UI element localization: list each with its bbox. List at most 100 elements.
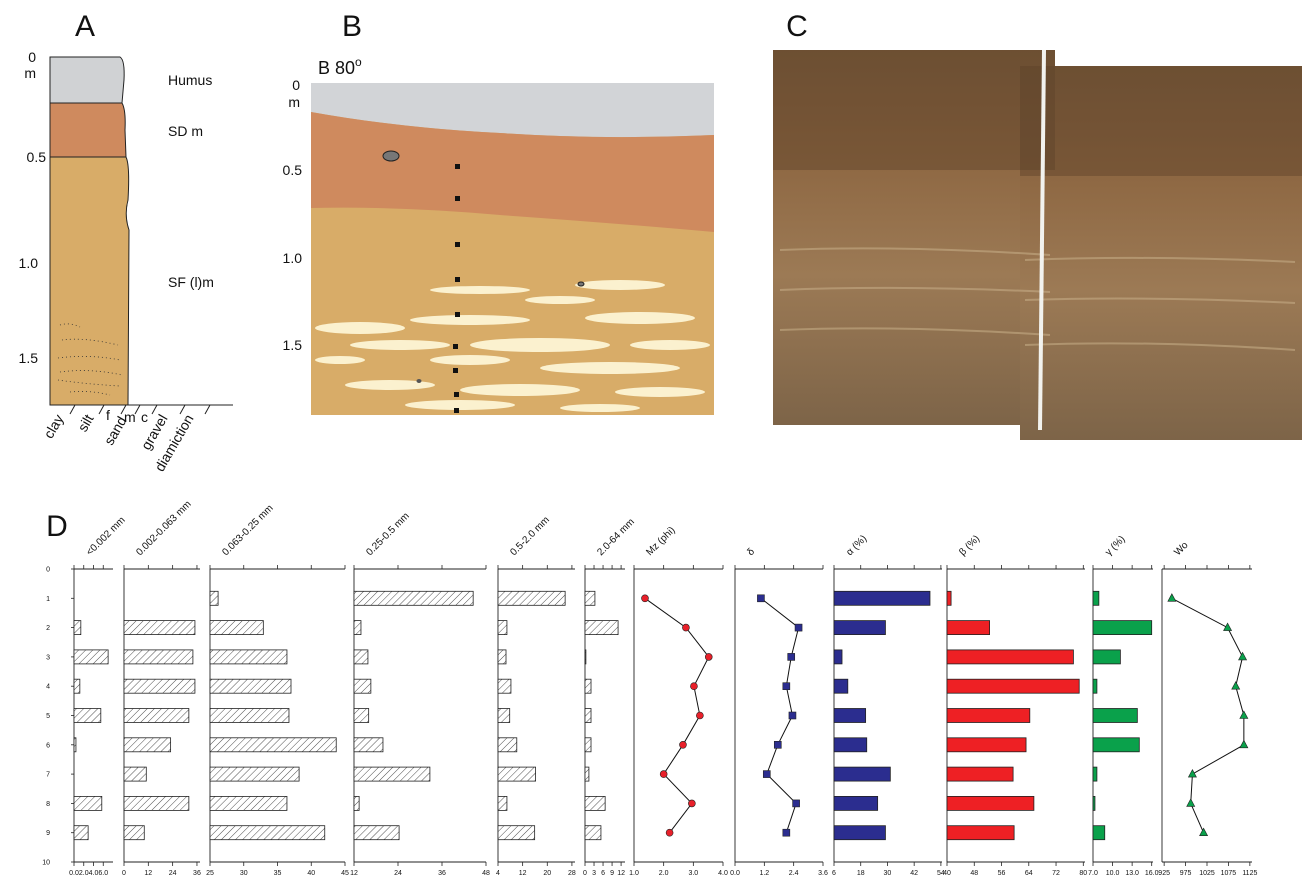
bar	[210, 621, 263, 635]
y-tick-label: 3	[46, 654, 50, 661]
bar	[1093, 796, 1095, 810]
chart-title: 2.0-64 mm	[595, 517, 637, 559]
panel-title: B 80o	[318, 55, 362, 78]
marker	[1224, 623, 1232, 631]
x-tick-label: 1.0	[629, 870, 639, 877]
bar	[124, 767, 146, 781]
bar	[74, 650, 108, 664]
bar	[124, 709, 189, 723]
bar	[210, 679, 291, 693]
bar	[947, 738, 1026, 752]
bar	[585, 709, 591, 723]
chart-title: 0.063-0.25 mm	[220, 503, 275, 558]
x-tick-label: 6	[832, 870, 836, 877]
line	[1172, 598, 1244, 832]
chart-title: α (%)	[844, 533, 869, 558]
bar	[354, 591, 473, 605]
marker	[690, 683, 697, 690]
bar	[585, 650, 586, 664]
marker	[1239, 652, 1247, 660]
bar	[1093, 767, 1097, 781]
x-tick-label: 12	[350, 870, 358, 877]
chart-title: 0.25-0.5 mm	[364, 511, 411, 558]
title-text: B 80	[318, 58, 355, 78]
bar	[585, 796, 605, 810]
bar	[585, 767, 589, 781]
grain-label: clay	[40, 412, 66, 442]
marker	[1188, 770, 1196, 778]
bar	[124, 621, 195, 635]
bar	[74, 621, 81, 635]
panel-label: A	[75, 10, 95, 43]
chart-title: Mz (phi)	[644, 525, 677, 558]
bar	[1093, 738, 1139, 752]
x-tick-label: 2.0	[79, 870, 89, 877]
bar	[124, 738, 171, 752]
marker	[1240, 740, 1248, 748]
x-tick-label: 7.0	[1088, 870, 1098, 877]
depth-label: 1.5	[283, 337, 303, 353]
bar	[947, 796, 1034, 810]
x-tick-label: 12	[519, 870, 527, 877]
panel-b: B B 80o 0 m 0.5 1.0 1.5	[283, 10, 714, 415]
bar	[210, 709, 289, 723]
marker	[763, 771, 770, 778]
marker	[1168, 594, 1176, 602]
marker	[795, 624, 802, 631]
bar	[834, 650, 842, 664]
depth-label: 1.5	[19, 350, 39, 366]
marker	[1187, 799, 1195, 807]
bar	[834, 826, 885, 840]
bar	[1093, 650, 1120, 664]
bar	[585, 591, 595, 605]
y-tick-label: 4	[46, 684, 50, 691]
marker	[793, 800, 800, 807]
depth-label: 0.5	[27, 149, 47, 165]
marker	[788, 653, 795, 660]
y-tick-label: 7	[46, 772, 50, 779]
marker	[679, 741, 686, 748]
bar	[1093, 679, 1097, 693]
x-tick-label: 10.0	[1106, 870, 1120, 877]
depth-label: 1.0	[19, 255, 39, 271]
panel-d: D	[46, 510, 68, 543]
bar	[498, 621, 507, 635]
x-tick-label: 72	[1052, 870, 1060, 877]
bar	[585, 679, 591, 693]
bar	[210, 826, 325, 840]
bar	[947, 679, 1079, 693]
y-tick-label: 8	[46, 801, 50, 808]
depth-unit: m	[24, 65, 36, 81]
bar	[498, 679, 511, 693]
x-tick-label: 3	[592, 870, 596, 877]
marker	[757, 595, 764, 602]
marker	[1240, 711, 1248, 719]
x-tick-label: 36	[438, 870, 446, 877]
x-tick-label: 12	[144, 870, 152, 877]
x-tick-label: 0	[122, 870, 126, 877]
x-tick-label: 2.0	[659, 870, 669, 877]
grain-label: c	[141, 409, 148, 425]
x-tick-label: 42	[910, 870, 918, 877]
bar	[210, 650, 287, 664]
depth-unit: m	[288, 94, 300, 110]
x-tick-label: 25	[206, 870, 214, 877]
bar	[585, 621, 618, 635]
x-tick-label: 6.0	[98, 870, 108, 877]
depth-label: 0	[28, 49, 36, 65]
x-tick-label: 1.2	[759, 870, 769, 877]
x-tick-label: 28	[568, 870, 576, 877]
x-tick-label: 3.0	[688, 870, 698, 877]
marker	[660, 771, 667, 778]
bar	[210, 738, 336, 752]
depth-label: 0.5	[283, 162, 303, 178]
marker	[1232, 682, 1240, 690]
bar	[354, 767, 430, 781]
panel-label: B	[342, 10, 362, 43]
x-tick-label: 0	[583, 870, 587, 877]
x-tick-label: 20	[543, 870, 551, 877]
x-tick-label: 9	[610, 870, 614, 877]
bar	[834, 621, 885, 635]
bar	[1093, 709, 1137, 723]
x-tick-label: 0.0	[69, 870, 79, 877]
